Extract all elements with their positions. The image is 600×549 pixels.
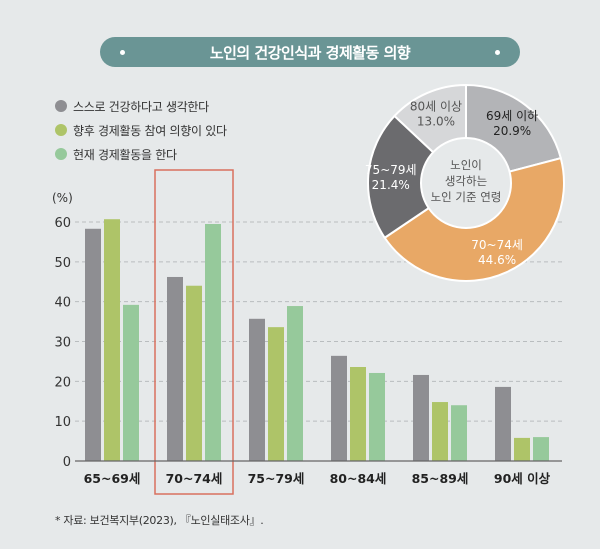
legend: 스스로 건강하다고 생각한다 향후 경제활동 참여 의향이 있다 현재 경제활동… — [55, 94, 227, 166]
legend-swatch-icon — [55, 148, 67, 160]
bar-3-4 — [369, 372, 385, 461]
chart-title: 노인의 건강인식과 경제활동 의향 — [209, 43, 411, 62]
pie-slice-label: 70~74세 — [471, 238, 523, 252]
bar-1-6 — [495, 386, 511, 461]
legend-label: 현재 경제활동을 한다 — [73, 147, 177, 162]
pie-center-label: 노인 기준 연령 — [431, 190, 502, 204]
legend-label: 스스로 건강하다고 생각한다 — [73, 99, 209, 114]
y-axis-label: (%) — [52, 191, 73, 205]
bar-1-4 — [331, 355, 347, 461]
y-tick-label: 50 — [54, 256, 71, 271]
y-tick-label: 10 — [54, 415, 71, 430]
y-tick-label: 30 — [54, 336, 71, 351]
bar-1-5 — [413, 374, 429, 461]
bar-2-3 — [268, 327, 284, 461]
bar-2-1 — [104, 219, 120, 461]
chart-title-banner: 노인의 건강인식과 경제활동 의향 — [100, 37, 520, 67]
pie-slice-label: 69세 이하 — [486, 109, 538, 123]
legend-item-current: 현재 경제활동을 한다 — [55, 142, 227, 166]
x-tick-label: 80~84세 — [330, 471, 387, 486]
y-tick-label: 0 — [63, 455, 71, 470]
bar-3-1 — [123, 304, 139, 461]
pie-center-circle — [420, 137, 512, 229]
bar-3-3 — [287, 306, 303, 461]
pie-slice-value: 21.4% — [372, 178, 410, 192]
bar-2-4 — [350, 366, 366, 461]
legend-swatch-icon — [55, 100, 67, 112]
highlight-box — [154, 169, 234, 495]
bar-2-6 — [514, 437, 530, 461]
pie-center-label: 노인이 — [450, 158, 482, 172]
bar-1-2 — [167, 276, 183, 461]
bar-3-2 — [205, 223, 221, 461]
x-tick-label: 65~69세 — [84, 471, 141, 486]
y-tick-label: 40 — [54, 296, 71, 311]
pie-slice-value: 20.9% — [493, 124, 531, 138]
legend-item-intent: 향후 경제활동 참여 의향이 있다 — [55, 118, 227, 142]
y-tick-label: 20 — [54, 375, 71, 390]
bar-1-3 — [249, 318, 265, 461]
x-tick-label: 70~74세 — [166, 471, 223, 486]
pie-slice-value: 13.0% — [417, 115, 455, 129]
x-tick-label: 85~89세 — [412, 471, 469, 486]
x-tick-label: 75~79세 — [248, 471, 305, 486]
bar-1-1 — [85, 228, 101, 461]
bar-3-6 — [533, 437, 549, 461]
bullet-dot-icon — [120, 50, 125, 55]
bullet-dot-icon — [495, 50, 500, 55]
pie-slice-label: 75~79세 — [365, 163, 417, 177]
pie-center-label: 생각하는 — [445, 174, 487, 188]
bar-2-5 — [432, 402, 448, 461]
bar-3-5 — [451, 405, 467, 461]
x-tick-label: 90세 이상 — [494, 471, 551, 486]
pie-slice-label: 80세 이상 — [410, 100, 462, 114]
y-tick-label: 60 — [54, 216, 71, 231]
legend-label: 향후 경제활동 참여 의향이 있다 — [73, 123, 227, 138]
legend-item-health: 스스로 건강하다고 생각한다 — [55, 94, 227, 118]
source-note: * 자료: 보건복지부(2023), 『노인실태조사』. — [55, 514, 264, 527]
legend-swatch-icon — [55, 124, 67, 136]
pie-slice-3 — [367, 114, 468, 240]
pie-slice-value: 44.6% — [478, 253, 516, 267]
bar-2-2 — [186, 285, 202, 461]
